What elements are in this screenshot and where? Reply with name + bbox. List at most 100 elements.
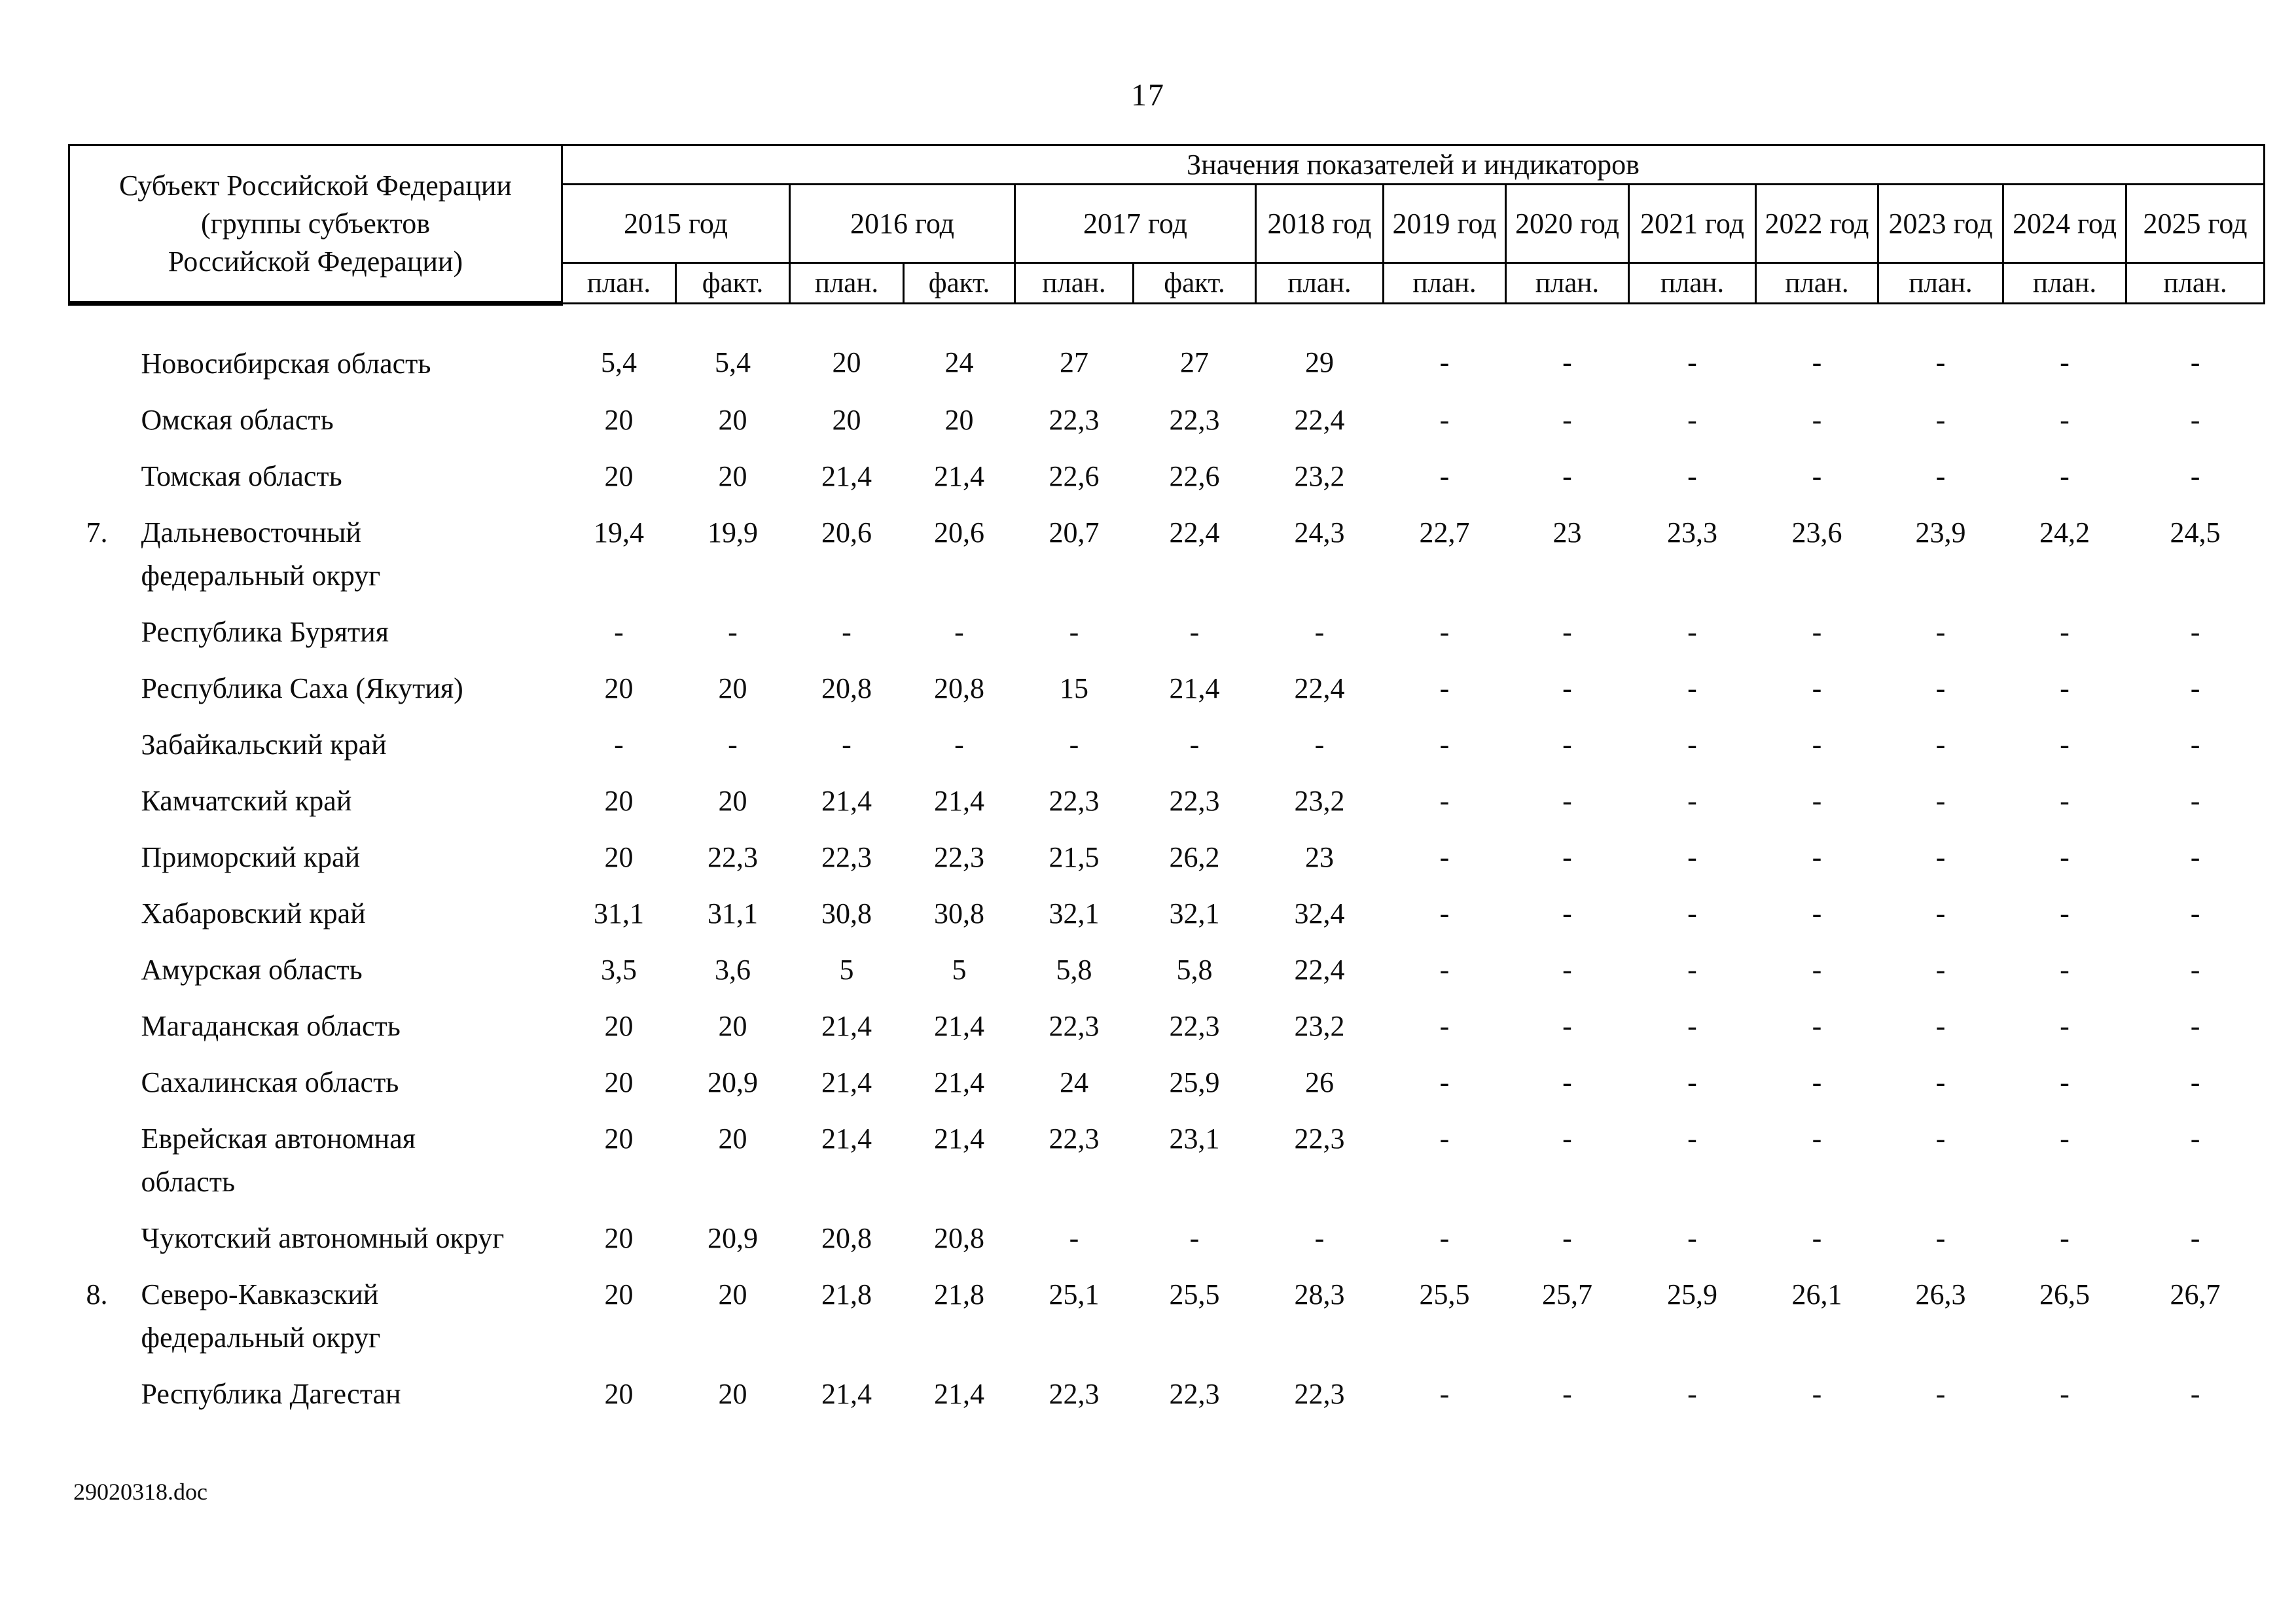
value-cell: -: [1687, 404, 1697, 436]
value-cell: -: [1439, 460, 1450, 492]
value-cell: -: [1439, 954, 1450, 986]
region-name-cell: Магаданская область: [69, 998, 562, 1055]
value-cell: -: [1935, 1010, 1946, 1042]
value-cell: 22,3: [1049, 1123, 1100, 1155]
value-cell: 23: [1305, 841, 1334, 873]
value-cell: -: [2060, 954, 2070, 986]
value-cell: -: [1189, 729, 1200, 761]
value-cell: -: [1189, 616, 1200, 648]
value-cell: 22,3: [1049, 1378, 1100, 1410]
value-cell: -: [1812, 616, 1822, 648]
value-cell: 22,6: [1169, 460, 1220, 492]
value-cell: -: [1687, 1066, 1697, 1098]
value-cell: -: [1562, 1010, 1572, 1042]
value-cell: 22,3: [1294, 1378, 1345, 1410]
table-row: Республика Бурятия - - - - - - - - - - - - - -: [69, 604, 2265, 660]
value-cell: -: [954, 616, 964, 648]
value-cell: -: [1687, 460, 1697, 492]
value-cell: -: [2190, 1066, 2200, 1098]
value-cell: 20: [604, 1123, 634, 1155]
table-row: Чукотский автономный округ 20 20,9 20,8 20,8…: [69, 1210, 2265, 1267]
value-cell: -: [1687, 785, 1697, 817]
value-cell: 22,3: [1169, 404, 1220, 436]
value-cell: -: [1562, 1123, 1572, 1155]
value-cell: 21,8: [934, 1278, 984, 1310]
value-cell: -: [614, 729, 624, 761]
region-name-cell: Еврейская автономная область: [69, 1111, 562, 1210]
value-cell: -: [1812, 841, 1822, 873]
value-cell: 26,1: [1791, 1278, 1842, 1310]
value-cell: -: [2190, 346, 2200, 378]
region-name-cell: Республика Дагестан: [69, 1366, 562, 1422]
value-cell: -: [1812, 460, 1822, 492]
value-cell: -: [2190, 1222, 2200, 1254]
value-cell: 20: [718, 785, 747, 817]
region-name: Еврейская автономная область: [141, 1123, 416, 1198]
table-row: 8. Северо-Кавказский федеральный округ 20 2…: [69, 1267, 2265, 1366]
value-cell: -: [2190, 785, 2200, 817]
table-row: Еврейская автономная область 20 20 21,4 21,4…: [69, 1111, 2265, 1210]
value-cell: -: [1935, 1378, 1946, 1410]
value-cell: -: [2190, 1123, 2200, 1155]
value-cell: 25,5: [1419, 1278, 1470, 1310]
value-cell: -: [2060, 346, 2070, 378]
plan-subheader: план.: [561, 262, 677, 304]
value-cell: -: [2060, 785, 2070, 817]
value-cell: -: [842, 616, 852, 648]
value-cell: 25,5: [1169, 1278, 1220, 1310]
value-cell: -: [728, 729, 738, 761]
value-cell: -: [1439, 897, 1450, 929]
year-header-2018: 2018 год: [1255, 183, 1384, 264]
value-cell: 20: [718, 460, 747, 492]
value-cell: 5,4: [601, 346, 637, 378]
region-name-cell: Сахалинская область: [69, 1055, 562, 1111]
value-cell: 25,9: [1169, 1066, 1220, 1098]
value-cell: -: [1812, 1010, 1822, 1042]
value-cell: -: [1069, 729, 1079, 761]
value-cell: -: [1069, 1222, 1079, 1254]
value-cell: -: [1562, 672, 1572, 704]
value-cell: -: [1812, 729, 1822, 761]
value-cell: 22,3: [1169, 1010, 1220, 1042]
region-name-cell: Республика Саха (Якутия): [69, 660, 562, 717]
value-cell: 20,9: [708, 1066, 758, 1098]
value-cell: 5: [839, 954, 854, 986]
region-name-cell: Забайкальский край: [69, 717, 562, 773]
value-cell: 24: [944, 346, 974, 378]
region-name-cell: 7. Дальневосточный федеральный округ: [69, 505, 562, 604]
value-cell: 23,1: [1169, 1123, 1220, 1155]
region-name: Новосибирская область: [141, 348, 431, 380]
value-cell: -: [1189, 1222, 1200, 1254]
table-row: Хабаровский край 31,1 31,1 30,8 30,8 32,1 32,1…: [69, 886, 2265, 942]
value-cell: 21,4: [934, 1378, 984, 1410]
value-cell: -: [1935, 1123, 1946, 1155]
value-cell: 24: [1060, 1066, 1088, 1098]
value-cell: -: [2060, 1066, 2070, 1098]
year-header-2022: 2022 год: [1755, 183, 1879, 264]
year-header-2020: 2020 год: [1505, 183, 1630, 264]
value-cell: 20,8: [821, 672, 872, 704]
value-cell: 23,6: [1791, 516, 1842, 549]
region-name-cell: Томская область: [69, 448, 562, 505]
value-cell: -: [1935, 460, 1946, 492]
value-cell: 21,4: [821, 1123, 872, 1155]
page-number: 17: [1131, 78, 1165, 113]
value-cell: 26,7: [2170, 1278, 2221, 1310]
value-cell: 3,6: [715, 954, 751, 986]
value-cell: 22,3: [708, 841, 758, 873]
value-cell: 5,4: [715, 346, 751, 378]
subject-header-line: Субъект Российской Федерации: [119, 169, 512, 202]
value-cell: -: [2190, 1378, 2200, 1410]
year-header-2017: 2017 год: [1014, 183, 1257, 264]
subject-header-line: Российской Федерации): [168, 245, 463, 278]
value-cell: -: [1812, 1066, 1822, 1098]
value-cell: -: [1562, 460, 1572, 492]
table-row: Амурская область 3,5 3,6 5 5 5,8 5,8 22,4 - - - - - -…: [69, 942, 2265, 998]
value-cell: 19,9: [708, 516, 758, 549]
value-cell: 20,7: [1049, 516, 1100, 549]
value-cell: 24,3: [1294, 516, 1345, 549]
value-cell: -: [1687, 1010, 1697, 1042]
value-cell: 32,1: [1049, 897, 1100, 929]
value-cell: -: [2190, 729, 2200, 761]
value-cell: -: [1687, 729, 1697, 761]
